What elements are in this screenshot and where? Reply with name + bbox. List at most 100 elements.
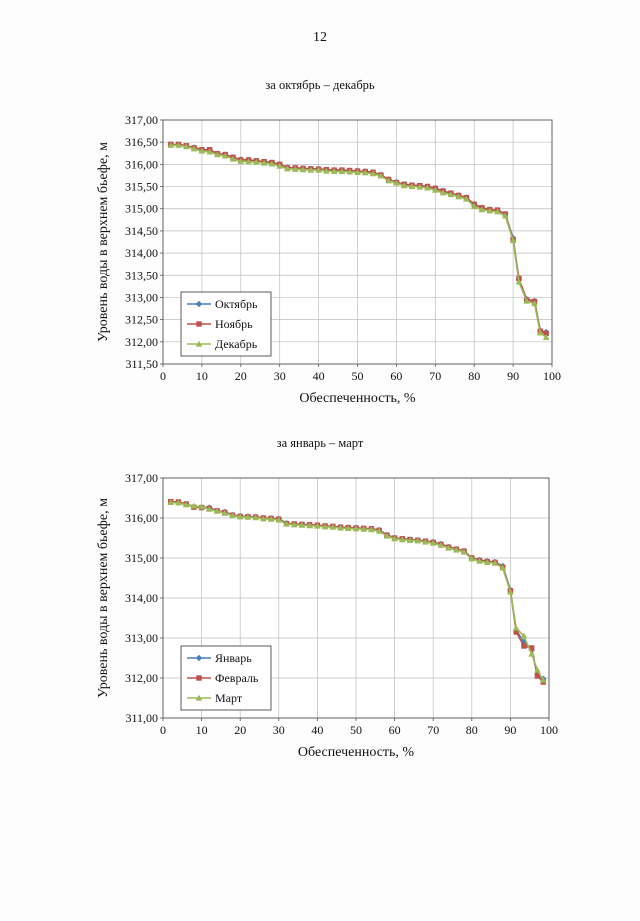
- data-point: [260, 159, 268, 166]
- data-point: [513, 629, 519, 635]
- data-point: [346, 168, 354, 175]
- data-point: [486, 207, 494, 214]
- legend-marker-2: [196, 675, 202, 681]
- x-tick-label: 50: [350, 723, 362, 737]
- data-point: [276, 162, 283, 169]
- data-point: [190, 502, 198, 509]
- y-tick-label: 316,50: [125, 135, 158, 149]
- x-axis-label: Обеспеченность, %: [298, 745, 414, 760]
- data-point: [314, 522, 321, 529]
- y-tick-label: 317,00: [125, 113, 158, 127]
- data-point: [267, 515, 275, 522]
- data-point: [368, 526, 375, 533]
- legend-marker-1: [195, 654, 203, 662]
- data-point: [183, 143, 190, 150]
- data-point: [377, 172, 385, 179]
- data-point: [520, 632, 528, 639]
- x-tick-label: 50: [352, 369, 364, 383]
- x-tick-label: 0: [160, 723, 166, 737]
- data-point: [244, 513, 252, 520]
- page-number: 12: [313, 30, 327, 45]
- data-point: [539, 676, 547, 683]
- y-tick-label: 311,00: [125, 711, 158, 725]
- y-tick-label: 313,00: [125, 290, 158, 304]
- data-point: [375, 527, 383, 534]
- data-point: [416, 183, 424, 190]
- data-point: [354, 168, 361, 175]
- data-point: [414, 537, 422, 544]
- data-point: [509, 237, 517, 244]
- data-point: [315, 166, 322, 173]
- data-point: [399, 536, 406, 543]
- data-point: [512, 624, 520, 631]
- data-point: [391, 535, 398, 542]
- data-point: [275, 516, 283, 523]
- x-tick-label: 90: [504, 723, 516, 737]
- data-point: [253, 158, 260, 165]
- legend-label-2: Февраль: [215, 671, 259, 685]
- data-point: [252, 514, 259, 521]
- legend-label-3: Декабрь: [215, 337, 258, 351]
- data-point: [175, 141, 182, 148]
- data-point: [284, 165, 291, 172]
- data-point: [429, 539, 437, 546]
- y-tick-label: 316,00: [125, 511, 158, 525]
- data-point: [491, 559, 499, 566]
- data-point: [478, 206, 486, 213]
- data-point: [445, 544, 452, 551]
- data-point: [283, 520, 290, 527]
- data-point: [537, 329, 544, 336]
- y-tick-label: 316,00: [125, 157, 158, 171]
- data-point: [361, 169, 369, 176]
- data-point: [221, 152, 229, 159]
- data-point: [307, 166, 315, 173]
- data-point: [406, 537, 414, 543]
- data-point: [329, 523, 337, 530]
- data-point: [455, 193, 462, 200]
- x-tick-label: 60: [389, 723, 401, 737]
- x-tick-label: 70: [427, 723, 439, 737]
- data-point: [167, 499, 175, 505]
- chart-2-title: за январь – март: [276, 436, 364, 450]
- data-point: [439, 189, 447, 196]
- y-tick-label: 315,00: [125, 551, 158, 565]
- data-point: [330, 168, 338, 175]
- data-point: [383, 532, 391, 539]
- x-tick-label: 90: [507, 369, 519, 383]
- legend-marker-2: [196, 321, 202, 327]
- data-point: [499, 564, 506, 571]
- data-point: [528, 645, 535, 651]
- x-tick-label: 100: [540, 723, 558, 737]
- data-point: [198, 147, 206, 154]
- data-point: [236, 513, 244, 520]
- data-point: [531, 300, 538, 307]
- data-point: [534, 666, 541, 673]
- data-point: [213, 507, 221, 514]
- y-tick-label: 314,00: [125, 246, 158, 260]
- data-point: [400, 182, 408, 189]
- data-point: [534, 673, 541, 679]
- x-tick-label: 40: [313, 369, 325, 383]
- legend-label-2: Ноябрь: [215, 317, 253, 331]
- data-point: [245, 158, 252, 165]
- x-tick-label: 80: [468, 369, 480, 383]
- data-point: [291, 165, 299, 172]
- data-point: [175, 499, 182, 506]
- x-tick-label: 80: [466, 723, 478, 737]
- x-tick-label: 70: [429, 369, 441, 383]
- data-point: [521, 643, 527, 649]
- y-tick-label: 313,50: [125, 268, 158, 282]
- legend-label-1: Октябрь: [215, 297, 258, 311]
- x-tick-label: 40: [311, 723, 323, 737]
- data-point: [543, 330, 549, 337]
- data-point: [290, 521, 298, 528]
- x-tick-label: 10: [196, 369, 208, 383]
- x-tick-label: 20: [234, 723, 246, 737]
- y-tick-label: 317,00: [125, 471, 158, 485]
- y-tick-label: 311,50: [125, 357, 158, 371]
- y-tick-label: 312,00: [125, 335, 158, 349]
- data-point: [268, 160, 276, 167]
- data-point: [385, 177, 392, 184]
- data-point: [221, 509, 229, 516]
